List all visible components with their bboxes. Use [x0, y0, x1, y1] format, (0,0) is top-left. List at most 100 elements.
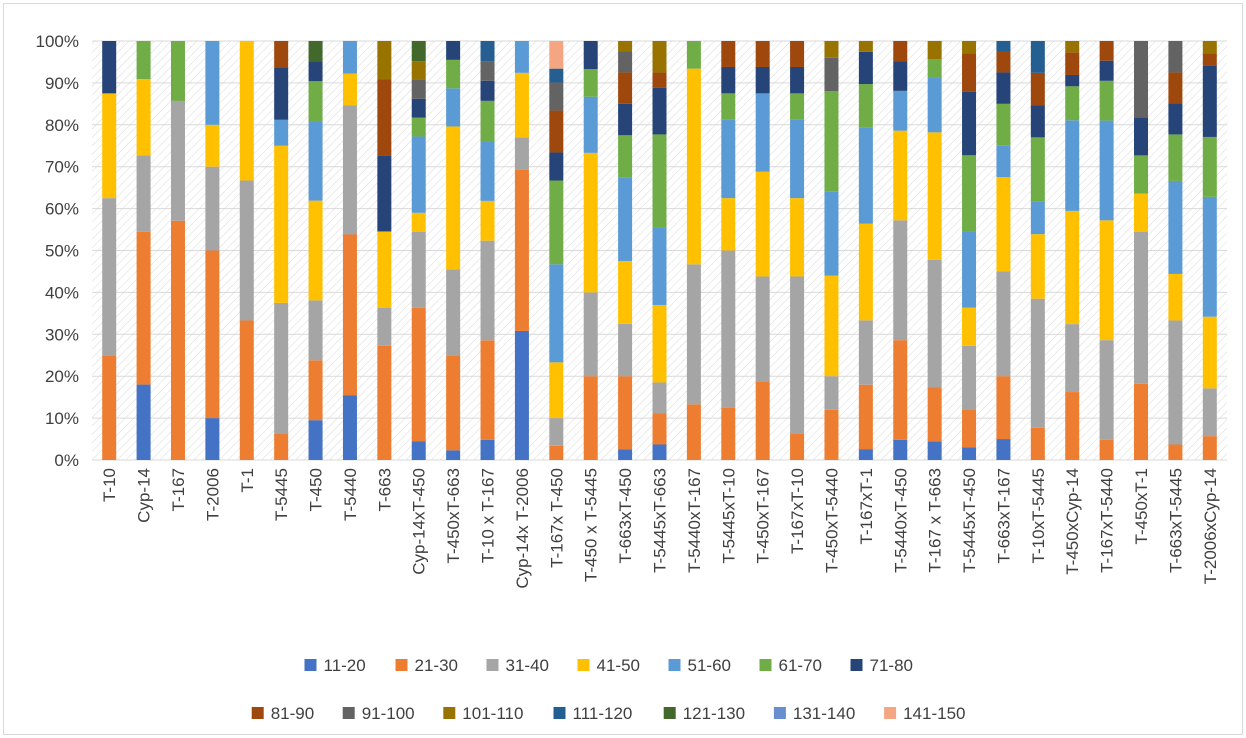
- bar-segment: [377, 345, 392, 460]
- bar-segment: [1030, 201, 1045, 235]
- bar-segment: [583, 292, 598, 377]
- bar-stack: [1134, 41, 1149, 460]
- legend-swatch: [395, 659, 408, 671]
- legend-swatch: [773, 707, 786, 719]
- bar-segment: [239, 320, 254, 460]
- x-tick-label: T-10: [100, 468, 119, 502]
- bar-segment: [618, 51, 633, 73]
- bar-segment: [858, 84, 873, 128]
- bar-segment: [446, 355, 461, 451]
- bar-segment: [686, 68, 701, 265]
- bar-segment: [927, 132, 942, 260]
- bar-segment: [893, 340, 908, 440]
- bar-segment: [618, 376, 633, 450]
- bar-segment: [1202, 316, 1217, 389]
- bar-segment: [652, 304, 667, 383]
- bar-stack: [755, 41, 770, 460]
- bar-stack: [1065, 41, 1080, 460]
- bar-stack: [446, 41, 461, 460]
- bar-segment: [824, 275, 839, 377]
- bar-segment: [205, 124, 220, 167]
- bar-stack: [962, 41, 977, 460]
- legend-label: 141-150: [903, 704, 965, 723]
- bar-stack: [652, 41, 667, 460]
- bar-segment: [342, 234, 357, 396]
- y-tick-label: 60%: [45, 200, 79, 219]
- bar-segment: [480, 240, 495, 341]
- bar-segment: [102, 41, 117, 94]
- x-tick-label: Cyp-14: [135, 468, 154, 523]
- bar-segment: [996, 72, 1011, 104]
- legend-swatch: [668, 659, 681, 671]
- legend-label: 11-20: [324, 656, 366, 675]
- bar-segment: [308, 41, 323, 62]
- bar-segment: [1099, 41, 1114, 61]
- legend-item: 41-50: [577, 656, 640, 675]
- bar-segment: [996, 439, 1011, 460]
- bar-segment: [1134, 383, 1149, 460]
- bar-segment: [342, 105, 357, 235]
- bar-segment: [514, 72, 529, 138]
- bar-segment: [411, 441, 426, 460]
- bar-segment: [239, 180, 254, 321]
- legend-swatch: [251, 707, 264, 719]
- legend-item: 91-100: [342, 704, 415, 723]
- bar-segment: [652, 41, 667, 73]
- bar-segment: [549, 82, 564, 111]
- bar-segment: [446, 59, 461, 89]
- bar-segment: [1030, 41, 1045, 73]
- bar-segment: [514, 41, 529, 73]
- bar-segment: [962, 155, 977, 232]
- bar-segment: [549, 110, 564, 153]
- bar-segment: [893, 61, 908, 91]
- bar-segment: [755, 381, 770, 460]
- bar-segment: [1134, 193, 1149, 232]
- bar-segment: [824, 57, 839, 92]
- bar-segment: [342, 395, 357, 460]
- bar-segment: [1099, 60, 1114, 81]
- bar-segment: [549, 264, 564, 363]
- bar-stack: [274, 41, 289, 460]
- bar-segment: [721, 198, 736, 251]
- bar-segment: [755, 66, 770, 94]
- bar-segment: [1168, 72, 1183, 104]
- bar-segment: [480, 200, 495, 241]
- legend-item: 61-70: [759, 656, 822, 675]
- bar-segment: [1202, 436, 1217, 460]
- bar-segment: [962, 41, 977, 54]
- bar-segment: [377, 307, 392, 346]
- bar-segment: [652, 134, 667, 228]
- legend-swatch: [304, 659, 317, 671]
- bar-segment: [411, 136, 426, 213]
- bar-segment: [480, 340, 495, 440]
- x-tick-label: T-450xCyp-14: [1063, 468, 1082, 575]
- bar-segment: [1065, 86, 1080, 121]
- y-tick-label: 30%: [45, 325, 79, 344]
- bar-segment: [858, 320, 873, 385]
- bar-segment: [342, 73, 357, 106]
- bar-segment: [858, 449, 873, 460]
- bar-segment: [755, 171, 770, 277]
- x-tick-label: T-5445xT-450: [960, 468, 979, 573]
- bar-stack: [858, 41, 873, 460]
- bar-stack: [377, 41, 392, 460]
- x-axis-ticks: T-10 Cyp-14 T-167 T-2006 T-1 T-5445 T-450 T-544…: [100, 468, 1220, 589]
- bar-segment: [790, 119, 805, 199]
- x-tick-label: T-450xT-663: [444, 468, 463, 563]
- bar-segment: [170, 220, 185, 460]
- bar-segment: [205, 41, 220, 125]
- x-tick-label: T-167x T-450: [547, 468, 566, 568]
- x-tick-label: T-5445: [272, 468, 291, 521]
- bar-segment: [1030, 234, 1045, 299]
- bar-segment: [1065, 210, 1080, 325]
- x-tick-label: Cyp-14xT-450: [410, 468, 429, 575]
- bar-segment: [790, 41, 805, 67]
- x-tick-label: T-663: [375, 468, 394, 511]
- bar-stack: [102, 41, 117, 460]
- legend-item: 131-140: [773, 704, 855, 723]
- bar-segment: [480, 80, 495, 101]
- bar-segment: [824, 409, 839, 460]
- bar-segment: [962, 231, 977, 308]
- x-tick-label: T-450: [307, 468, 326, 511]
- bar-segment: [996, 103, 1011, 146]
